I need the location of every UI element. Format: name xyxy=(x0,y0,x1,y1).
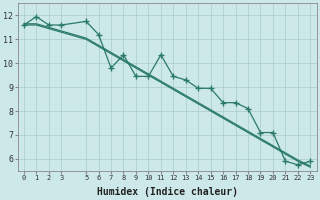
X-axis label: Humidex (Indice chaleur): Humidex (Indice chaleur) xyxy=(97,186,237,197)
